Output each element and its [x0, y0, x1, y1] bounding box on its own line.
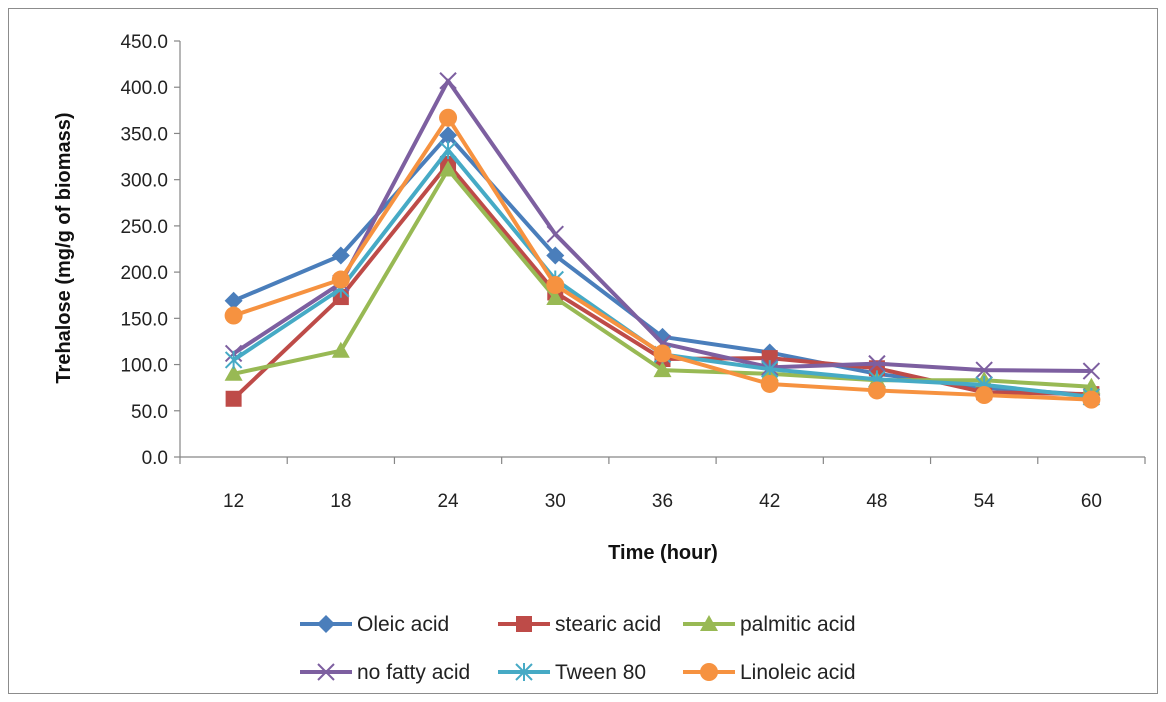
- legend-label: Oleic acid: [357, 613, 449, 636]
- y-tick-label: 400.0: [120, 78, 168, 99]
- y-tick-label: 200.0: [120, 263, 168, 284]
- x-tick-label: 48: [866, 491, 887, 512]
- data-point-palmitic-acid: [546, 288, 565, 305]
- data-point-oleic-acid: [331, 246, 350, 265]
- data-point-palmitic-acid: [1082, 377, 1101, 394]
- legend-label: Tween 80: [555, 661, 646, 684]
- legend-entry-linoleic-acid: Linoleic acid: [683, 661, 856, 684]
- data-point-linoleic-acid: [439, 108, 458, 127]
- data-point-no-fatty-acid: [1082, 362, 1101, 380]
- series-line-no-fatty-acid: [232, 78, 1092, 374]
- data-point-oleic-acid: [224, 291, 243, 310]
- x-tick-label: 42: [759, 491, 780, 512]
- legend-swatch-marker: [700, 663, 718, 681]
- series-no-fatty-acid: [224, 72, 1101, 380]
- y-axis-title: Trehalose (mg/g of biomass): [53, 112, 75, 383]
- data-point-palmitic-acid: [331, 341, 350, 358]
- data-point-no-fatty-acid: [546, 225, 564, 243]
- legend: Oleic acid stearic acid palmitic acid no fa…: [300, 613, 856, 684]
- y-tick-label: 250.0: [120, 217, 168, 238]
- data-point-tween-80: [439, 141, 457, 160]
- series-linoleic-acid: [224, 108, 1101, 409]
- data-point-linoleic-acid: [1082, 390, 1101, 409]
- y-tick-label: 300.0: [120, 171, 168, 192]
- data-point-linoleic-acid: [546, 276, 565, 295]
- y-axis-ticks: 0.0 50.0 100.0 150.0 200.0 250.0 300.0 350.0 400…: [120, 32, 180, 469]
- x-tick-label: 12: [223, 491, 244, 512]
- axes: [179, 41, 1145, 458]
- x-tick-label: 54: [974, 491, 996, 512]
- legend-swatch-marker: [317, 663, 335, 681]
- data-point-no-fatty-acid: [868, 354, 886, 373]
- chart-frame: [8, 8, 1158, 694]
- y-tick-label: 50.0: [131, 402, 168, 423]
- data-point-linoleic-acid: [653, 344, 672, 363]
- data-point-palmitic-acid: [653, 361, 672, 378]
- y-tick-label: 150.0: [120, 309, 168, 330]
- data-point-linoleic-acid: [760, 374, 779, 393]
- data-point-linoleic-acid: [975, 386, 994, 405]
- data-point-no-fatty-acid: [439, 72, 457, 90]
- x-tick-label: 30: [545, 491, 566, 512]
- x-tick-label: 18: [330, 491, 351, 512]
- legend-label: Linoleic acid: [740, 661, 856, 684]
- legend-entry-no-fatty-acid: no fatty acid: [300, 661, 470, 684]
- y-tick-label: 450.0: [120, 32, 168, 53]
- data-point-oleic-acid: [439, 126, 458, 145]
- data-point-no-fatty-acid: [975, 361, 993, 379]
- legend-entry-tween-80: Tween 80: [498, 661, 646, 684]
- legend-label: stearic acid: [555, 613, 661, 636]
- x-tick-label: 60: [1081, 491, 1102, 512]
- y-tick-label: 350.0: [120, 124, 168, 145]
- x-axis-title: Time (hour): [608, 542, 718, 564]
- data-point-stearic-acid: [225, 390, 242, 407]
- x-axis-ticks: 12 18 24 30 36 42 48 54 60: [179, 457, 1146, 512]
- data-point-tween-80: [224, 350, 243, 369]
- data-point-palmitic-acid: [439, 160, 458, 177]
- data-point-linoleic-acid: [224, 306, 243, 325]
- legend-entry-palmitic-acid: palmitic acid: [683, 613, 856, 636]
- data-point-palmitic-acid: [224, 364, 243, 381]
- legend-swatch-marker: [516, 616, 532, 632]
- y-tick-label: 0.0: [142, 448, 168, 469]
- legend-swatch-marker: [317, 615, 335, 633]
- legend-entry-stearic-acid: stearic acid: [498, 613, 661, 636]
- legend-swatch-marker: [700, 615, 718, 631]
- legend-swatch-marker: [515, 663, 533, 681]
- legend-label: palmitic acid: [740, 613, 856, 636]
- legend-label: no fatty acid: [357, 661, 470, 684]
- x-tick-label: 24: [437, 491, 459, 512]
- legend-entry-oleic-acid: Oleic acid: [300, 613, 449, 636]
- data-point-linoleic-acid: [867, 381, 886, 400]
- data-point-linoleic-acid: [331, 270, 350, 289]
- series-layer: [224, 72, 1101, 409]
- x-tick-label: 36: [652, 491, 673, 512]
- data-point-oleic-acid: [546, 246, 565, 265]
- y-tick-label: 100.0: [120, 356, 168, 377]
